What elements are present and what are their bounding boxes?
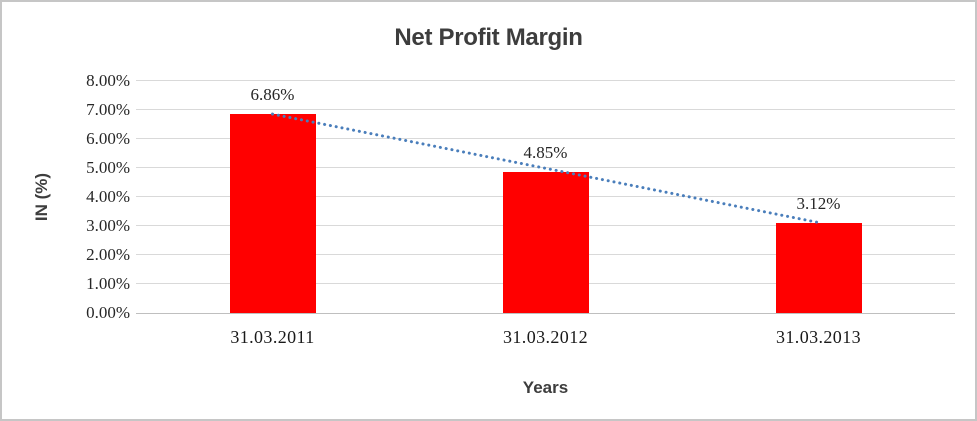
plot-area <box>136 80 955 314</box>
y-tick-label: 5.00% <box>86 158 130 177</box>
gridline <box>136 109 955 110</box>
x-tick-label: 31.03.2013 <box>776 327 861 347</box>
x-axis-title: Years <box>522 378 569 397</box>
gridline <box>136 80 955 81</box>
y-tick-label: 6.00% <box>86 129 130 148</box>
chart-title: Net Profit Margin <box>394 24 583 51</box>
data-label: 4.85% <box>523 143 568 163</box>
y-tick-label: 3.00% <box>86 216 130 235</box>
gridline <box>136 138 955 139</box>
bar <box>229 114 316 313</box>
x-tick-label: 31.03.2012 <box>503 327 588 347</box>
y-tick-label: 7.00% <box>86 100 130 119</box>
data-label: 6.86% <box>250 85 295 105</box>
trendline <box>271 112 820 225</box>
y-tick-label: 1.00% <box>86 274 130 293</box>
bar <box>502 172 589 313</box>
y-tick-label: 0.00% <box>86 303 130 322</box>
data-label: 3.12% <box>796 193 841 213</box>
x-tick-label: 31.03.2011 <box>230 327 315 347</box>
y-tick-label: 4.00% <box>86 187 130 206</box>
y-tick-label: 2.00% <box>86 245 130 264</box>
bar <box>775 222 862 313</box>
y-tick-label: 8.00% <box>86 71 130 90</box>
